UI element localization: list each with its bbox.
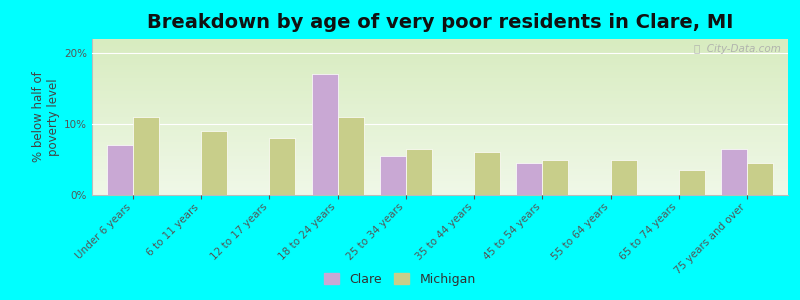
Bar: [610, 160, 637, 195]
Bar: [201, 131, 227, 195]
Bar: [679, 170, 705, 195]
Bar: [474, 152, 500, 195]
Bar: [721, 149, 747, 195]
Bar: [312, 74, 338, 195]
Y-axis label: % below half of
poverty level: % below half of poverty level: [32, 72, 60, 162]
Title: Breakdown by age of very poor residents in Clare, MI: Breakdown by age of very poor residents …: [147, 13, 733, 32]
Bar: [133, 117, 159, 195]
Bar: [107, 146, 133, 195]
Bar: [406, 149, 432, 195]
Bar: [270, 138, 295, 195]
Bar: [380, 156, 406, 195]
Bar: [747, 163, 773, 195]
Legend: Clare, Michigan: Clare, Michigan: [319, 268, 481, 291]
Bar: [517, 163, 542, 195]
Text: ⓘ  City-Data.com: ⓘ City-Data.com: [694, 44, 781, 54]
Bar: [542, 160, 568, 195]
Bar: [338, 117, 363, 195]
